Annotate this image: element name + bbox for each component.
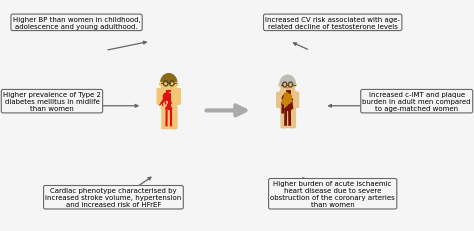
Ellipse shape <box>283 95 289 101</box>
Ellipse shape <box>280 76 295 94</box>
FancyBboxPatch shape <box>161 89 176 110</box>
Ellipse shape <box>284 103 288 106</box>
Ellipse shape <box>284 93 289 99</box>
Ellipse shape <box>288 95 292 99</box>
Text: Increased CV risk associated with age-
related decline of testosterone levels: Increased CV risk associated with age- r… <box>265 17 400 30</box>
FancyBboxPatch shape <box>170 107 177 129</box>
FancyBboxPatch shape <box>173 89 180 105</box>
FancyBboxPatch shape <box>289 107 295 128</box>
FancyBboxPatch shape <box>281 90 295 110</box>
Ellipse shape <box>160 83 163 86</box>
Ellipse shape <box>286 96 290 101</box>
Ellipse shape <box>163 94 170 101</box>
Ellipse shape <box>161 74 177 93</box>
Polygon shape <box>161 74 177 83</box>
Ellipse shape <box>285 100 289 104</box>
Ellipse shape <box>283 101 286 105</box>
Text: Higher BP than women in childhood,
adolescence and young adulthood.: Higher BP than women in childhood, adole… <box>13 17 140 30</box>
Text: Higher prevalence of Type 2
diabetes mellitus in midlife
than women: Higher prevalence of Type 2 diabetes mel… <box>3 92 101 112</box>
Ellipse shape <box>287 100 290 104</box>
Text: Cardiac phenotype characterised by
increased stroke volume, hypertension
and inc: Cardiac phenotype characterised by incre… <box>46 187 182 207</box>
Ellipse shape <box>283 98 287 103</box>
Ellipse shape <box>175 83 178 86</box>
Text: Increased c-IMT and plaque
burden in adult men compared
to age-matched women: Increased c-IMT and plaque burden in adu… <box>363 92 471 112</box>
Text: Higher burden of acute ischaemic
heart disease due to severe
obstruction of the : Higher burden of acute ischaemic heart d… <box>270 180 395 207</box>
Ellipse shape <box>279 84 282 87</box>
FancyBboxPatch shape <box>292 93 299 108</box>
Ellipse shape <box>293 84 296 87</box>
FancyBboxPatch shape <box>281 107 288 128</box>
FancyBboxPatch shape <box>277 93 283 108</box>
FancyBboxPatch shape <box>157 89 164 105</box>
Polygon shape <box>280 76 295 85</box>
FancyBboxPatch shape <box>162 107 169 129</box>
Ellipse shape <box>289 99 292 103</box>
